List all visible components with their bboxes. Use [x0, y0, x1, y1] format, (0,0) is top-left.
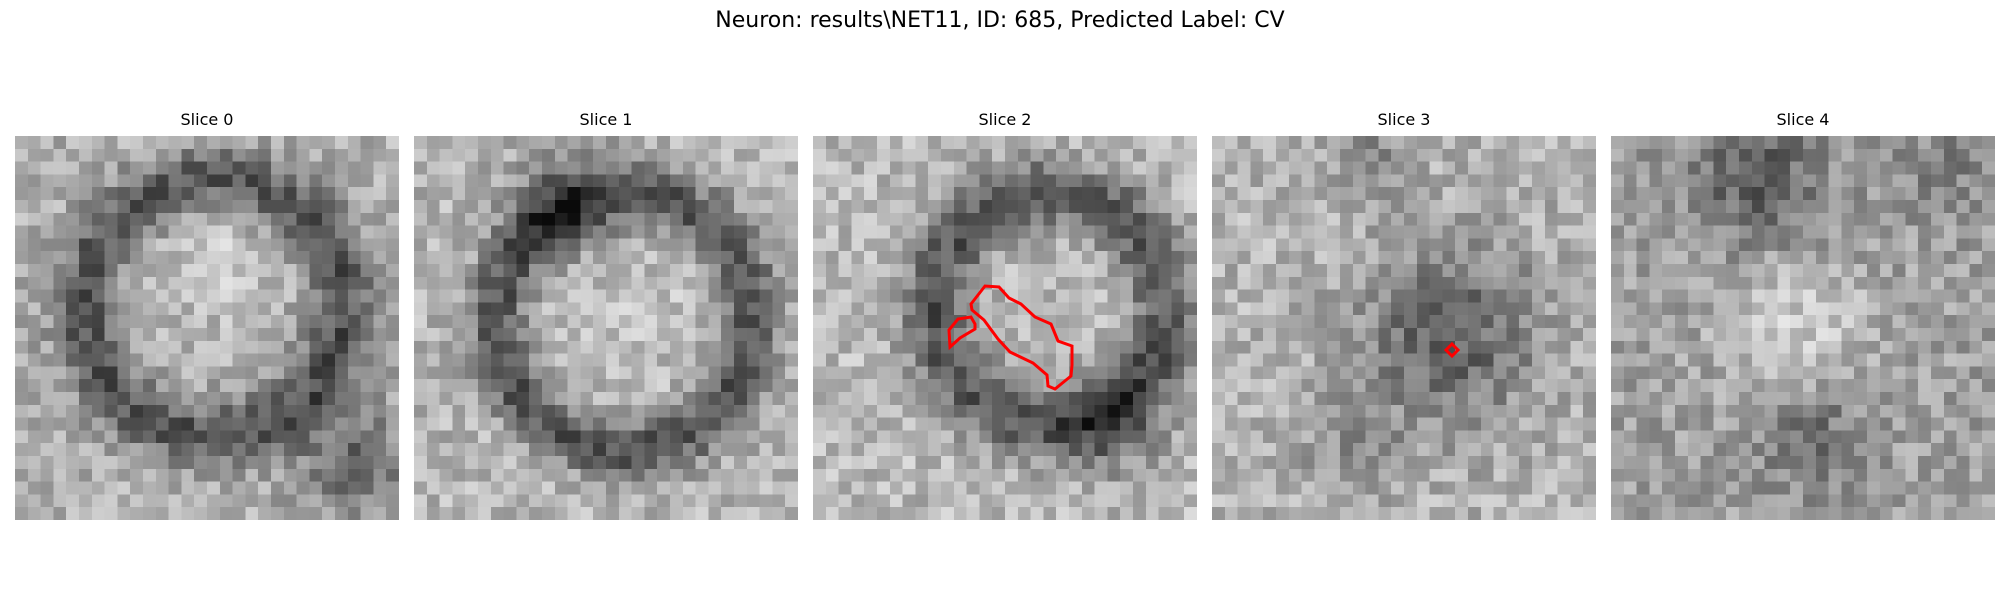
- grayscale-slice: [15, 136, 399, 520]
- slice-image: [15, 136, 399, 520]
- contour-large: [969, 284, 1074, 391]
- slice-image: [414, 136, 798, 520]
- grayscale-slice: [1212, 136, 1596, 520]
- grayscale-slice: [1611, 136, 1995, 520]
- slice-panel-0: Slice 0: [15, 110, 399, 520]
- contour-dot: [1443, 341, 1461, 359]
- slice-image: [813, 136, 1197, 520]
- slice-image: [1611, 136, 1995, 520]
- contour-small: [947, 315, 977, 351]
- grayscale-slice: [813, 136, 1197, 520]
- segmentation-contour: [947, 284, 1074, 391]
- slice-title: Slice 4: [1776, 110, 1830, 129]
- slice-title: Slice 1: [579, 110, 633, 129]
- slice-title: Slice 2: [978, 110, 1032, 129]
- slice-title: Slice 0: [180, 110, 234, 129]
- slice-panel-1: Slice 1: [414, 110, 798, 520]
- slice-panel-4: Slice 4: [1611, 110, 1995, 520]
- figure-title: Neuron: results\NET11, ID: 685, Predicte…: [715, 8, 1285, 33]
- slice-title: Slice 3: [1377, 110, 1431, 129]
- slice-panel-3: Slice 3: [1212, 110, 1596, 520]
- grayscale-slice: [414, 136, 798, 520]
- slice-image: [1212, 136, 1596, 520]
- segmentation-contour: [1443, 341, 1461, 359]
- slice-panel-2: Slice 2: [813, 110, 1197, 520]
